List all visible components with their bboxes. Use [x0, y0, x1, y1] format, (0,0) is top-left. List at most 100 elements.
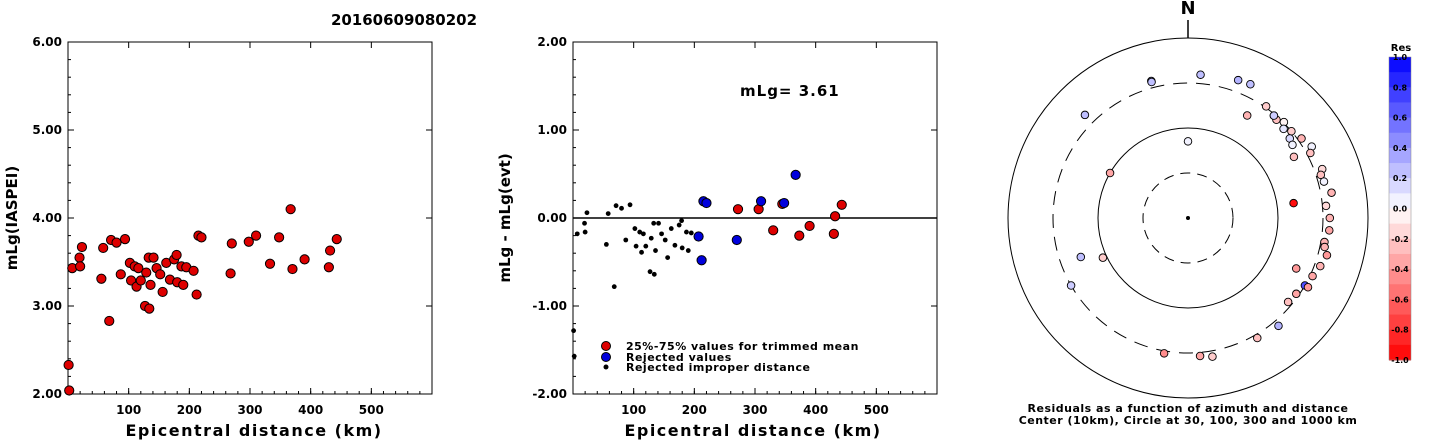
middle-data-point [693, 231, 704, 242]
colorbar-cell [1389, 147, 1411, 164]
middle-data-point [679, 245, 685, 251]
colorbar-cell [1389, 208, 1411, 225]
left-data-point [96, 273, 107, 284]
colorbar-tick-label: 0.0 [1393, 205, 1408, 214]
left-data-point [264, 258, 276, 269]
middle-data-point [627, 202, 633, 208]
middle-data-point [637, 229, 643, 235]
polar-data-point [1159, 349, 1169, 358]
left-data-point [191, 289, 202, 300]
middle-data-point [584, 210, 590, 216]
polar-points [1066, 70, 1336, 361]
polar-data-point [1242, 111, 1252, 120]
middle-data-point [623, 237, 629, 243]
polar-data-point [1316, 170, 1326, 180]
left-data-point [250, 230, 262, 241]
polar-data-point [1279, 124, 1288, 134]
middle-data-point [672, 242, 678, 248]
left-data-point [144, 303, 155, 314]
legend-marker-trimmed [601, 341, 611, 351]
colorbar-cell [1389, 163, 1411, 179]
colorbar-title: Res [1391, 43, 1411, 54]
polar-data-point [1297, 134, 1306, 143]
polar-data-point [1105, 168, 1115, 178]
residual-colorbar: Res 1.0 0.8 0.6 0.4 0.2 0.0 -0.2 -0.4 -0.6 -0.8 -1… [1388, 43, 1411, 365]
azimuth-chart: N Residuals as a function of azimuth and… [1007, 0, 1369, 427]
polar-data-point [1076, 252, 1086, 262]
colorbar-tick-label: 0.6 [1393, 114, 1408, 123]
polar-data-point [1183, 137, 1193, 146]
left-data-point [157, 286, 168, 298]
ring-30km [1142, 172, 1234, 264]
ring-1000km [1007, 37, 1369, 399]
middle-data-point [643, 243, 649, 249]
colorbar-cells [1389, 57, 1411, 361]
left-data-point [63, 359, 74, 371]
middle-data-point [684, 229, 689, 235]
middle-data-point [571, 328, 577, 334]
left-data-point [155, 269, 166, 280]
middle-data-point [648, 235, 654, 241]
polar-data-point [1098, 253, 1108, 262]
left-x-tick-label: 200 [177, 403, 202, 417]
left-data-point [243, 236, 254, 247]
colorbar-cell [1389, 299, 1411, 316]
polar-data-point [1322, 250, 1332, 260]
colorbar-tick-label: 0.2 [1393, 174, 1407, 183]
middle-data-point [662, 237, 668, 243]
middle-data-point [755, 196, 767, 207]
left-data-point [324, 245, 336, 256]
middle-x-label: Epicentral distance (km) [624, 421, 881, 440]
colorbar-cell [1389, 102, 1411, 119]
middle-x-tick-label: 400 [803, 403, 828, 417]
polar-data-point [1306, 148, 1315, 158]
colorbar-tick-label: 0.4 [1393, 144, 1408, 153]
middle-y-tick-label: -1.00 [532, 299, 567, 313]
middle-data-point [582, 229, 588, 235]
middle-data-point [651, 220, 657, 226]
middle-data-point [685, 248, 691, 253]
ring-300km [1052, 82, 1324, 354]
left-y-tick-label: 3.00 [32, 299, 62, 313]
middle-data-point [574, 231, 580, 237]
left-data-point [287, 263, 298, 275]
colorbar-cell [1389, 284, 1411, 300]
middle-data-point [659, 231, 664, 237]
middle-y-tick-label: -2.00 [532, 387, 567, 401]
middle-x-tick-label: 200 [682, 403, 707, 417]
colorbar-cell [1389, 87, 1411, 103]
legend-marker-rejected [601, 352, 611, 362]
left-chart: mLg(IASPEI) Epicentral distance (km) 100… [3, 35, 433, 440]
middle-y-tick-label: 0.00 [537, 211, 567, 225]
colorbar-cell [1389, 344, 1411, 361]
left-data-point [115, 269, 126, 280]
ring-100km [1097, 127, 1279, 309]
polar-caption-line1: Residuals as a function of azimuth and d… [1028, 402, 1349, 415]
left-y-tick-label: 4.00 [32, 211, 62, 225]
left-data-point [226, 238, 237, 249]
left-data-point [133, 263, 144, 274]
colorbar-cell [1389, 269, 1411, 285]
colorbar-cell [1389, 253, 1411, 270]
left-y-tick-label: 5.00 [32, 123, 62, 137]
left-x-tick-label: 300 [237, 403, 262, 417]
mlg-annotation: mLg= 3.61 [740, 82, 840, 100]
legend-label-trimmed: 25%-75% values for trimmed mean [626, 340, 859, 353]
left-data-point [145, 279, 156, 290]
middle-data-point [679, 218, 684, 224]
middle-data-point [836, 199, 847, 210]
polar-data-point [1246, 80, 1255, 89]
left-data-point [104, 315, 115, 327]
left-data-point [285, 204, 296, 215]
colorbar-tick-label: 0.8 [1393, 83, 1408, 92]
colorbar-tick-label: -0.4 [1391, 265, 1409, 274]
legend-label-improper: Rejected improper distance [626, 361, 810, 374]
polar-data-point [1291, 264, 1301, 273]
polar-data-point [1316, 261, 1325, 271]
middle-legend: 25%-75% values for trimmed mean Rejected… [601, 340, 859, 374]
left-x-tick-label: 100 [116, 403, 141, 417]
middle-chart: mLg - mLg(evt) Epicentral distance (km) … [496, 35, 938, 440]
middle-data-point [632, 226, 638, 231]
middle-data-point [582, 220, 587, 226]
middle-data-point [779, 197, 790, 209]
